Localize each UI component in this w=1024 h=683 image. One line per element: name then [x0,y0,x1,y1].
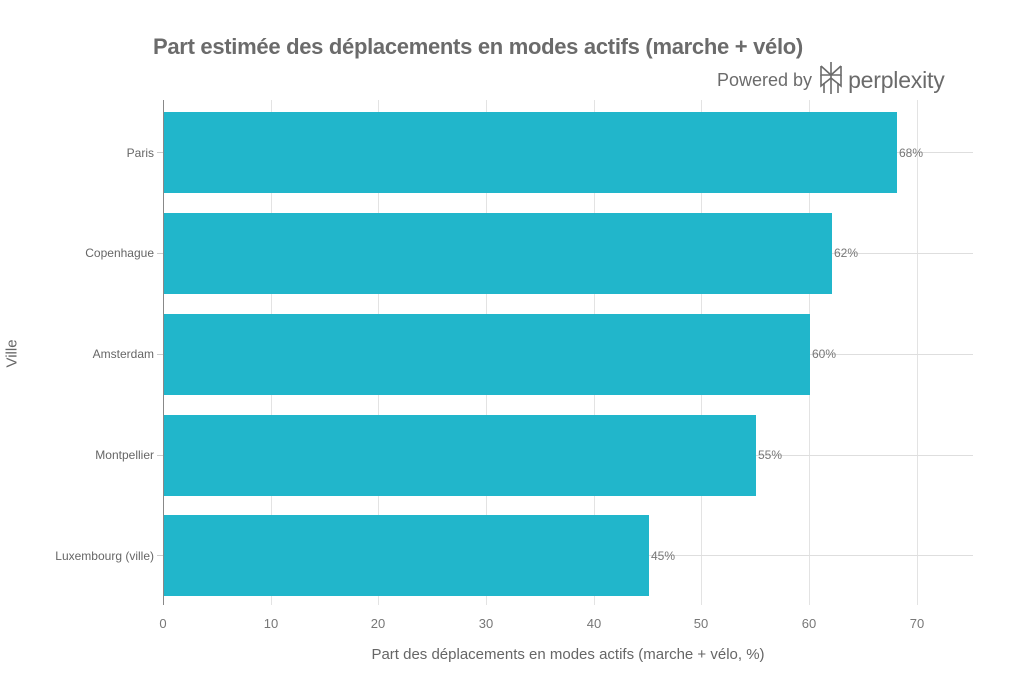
ytick-amsterdam: Amsterdam [92,347,154,361]
xtick-40: 40 [586,616,602,631]
hgrid-amsterdam [809,354,973,355]
bar-label-luxembourg: 45% [651,549,676,563]
xtick-50: 50 [693,616,709,631]
xtick-70: 70 [909,616,925,631]
ytick-mark [157,152,163,153]
bar-copenhague[interactable] [164,213,832,294]
y-axis-line [163,100,164,605]
ytick-mark [157,354,163,355]
bar-label-copenhague: 62% [834,246,859,260]
xtick-10: 10 [263,616,279,631]
powered-by-credit: Powered by perplexity [717,61,945,100]
hgrid-luxembourg [648,555,973,556]
brand-name: perplexity [848,67,945,93]
vgrid-70 [917,100,918,605]
bar-label-montpellier: 55% [758,448,783,462]
xtick-20: 20 [370,616,386,631]
perplexity-logo-icon [818,61,844,100]
hgrid-copenhague [831,253,973,254]
bar-montpellier[interactable] [164,415,756,496]
ytick-luxembourg: Luxembourg (ville) [55,549,154,563]
bar-paris[interactable] [164,112,897,193]
ytick-mark [157,555,163,556]
bar-label-paris: 68% [899,146,924,160]
ytick-copenhague: Copenhague [85,246,154,260]
xtick-60: 60 [801,616,817,631]
ytick-mark [157,253,163,254]
y-axis-label: Ville [3,339,21,368]
powered-by-text: Powered by [717,70,813,90]
hgrid-montpellier [755,455,973,456]
ytick-paris: Paris [126,146,154,160]
hgrid-paris [895,152,973,153]
ytick-montpellier: Montpellier [95,448,154,462]
xtick-30: 30 [478,616,494,631]
bar-luxembourg[interactable] [164,515,649,596]
chart-title: Part estimée des déplacements en modes a… [153,34,803,59]
bar-label-amsterdam: 60% [812,347,837,361]
plot-area: 68% 62% 60% 55% 45% [163,100,973,605]
ytick-mark [157,455,163,456]
x-axis-label: Part des déplacements en modes actifs (m… [371,646,765,663]
bar-amsterdam[interactable] [164,314,810,395]
xtick-0: 0 [159,616,167,631]
